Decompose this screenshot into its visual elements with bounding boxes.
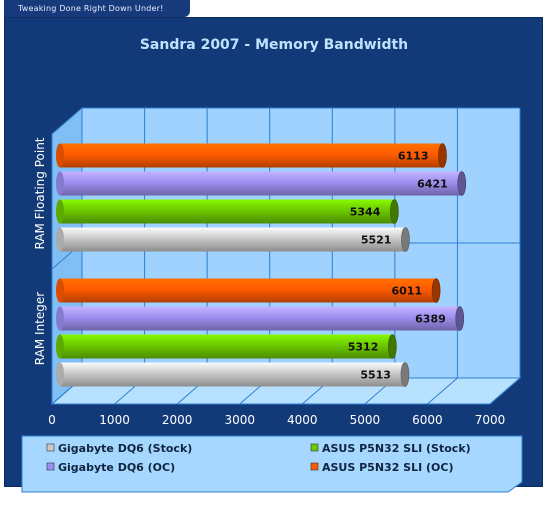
bar <box>60 278 437 303</box>
bar-start-cap <box>56 227 64 252</box>
chart-title: Sandra 2007 - Memory Bandwidth <box>139 37 409 53</box>
bar-end-cap <box>431 278 441 303</box>
x-tick-label: 4000 <box>287 413 318 427</box>
bar-value-label: 6113 <box>398 150 429 163</box>
legend-swatch <box>46 443 55 452</box>
x-tick-label: 5000 <box>350 413 381 427</box>
bars-layer: 6113 6421 5344 5521 6011 6389 5312 5513 <box>56 143 467 387</box>
bar-value-label: 5312 <box>348 341 379 354</box>
bar-value-label: 6421 <box>417 178 448 191</box>
bar <box>60 306 460 331</box>
axes-layer: RAM Floating Point RAM Integer 0 1000 2000 30… <box>33 137 505 427</box>
bar <box>60 171 462 196</box>
x-tick-label: 2000 <box>162 413 193 427</box>
legend-label: ASUS P5N32 SLI (Stock) <box>322 442 471 455</box>
bar <box>60 143 443 168</box>
bar-end-cap <box>388 334 397 359</box>
x-tick-label: 7000 <box>475 413 506 427</box>
bar-value-label: 5521 <box>361 234 392 247</box>
bar-end-cap <box>457 171 467 196</box>
legend-swatch <box>310 462 319 471</box>
bar-end-cap <box>401 227 410 252</box>
bar-end-cap <box>390 199 399 224</box>
bar-value-label: 5344 <box>350 206 381 219</box>
legend-swatch <box>310 443 319 452</box>
gridline-floor <box>489 377 521 405</box>
bar <box>60 334 393 359</box>
bar-start-cap <box>56 334 64 359</box>
bar <box>60 199 395 224</box>
bar-value-label: 5513 <box>360 369 391 382</box>
category-label: RAM Integer <box>33 292 47 365</box>
bar-start-cap <box>56 362 64 387</box>
legend-label: Gigabyte DQ6 (Stock) <box>58 442 192 455</box>
x-tick-label: 1000 <box>99 413 130 427</box>
bar-value-label: 6389 <box>415 313 446 326</box>
legend-box <box>21 435 523 493</box>
bar-start-cap <box>56 278 64 303</box>
x-tick-label: 6000 <box>412 413 443 427</box>
bar-end-cap <box>400 362 410 387</box>
bar-end-cap <box>455 306 465 331</box>
bar-start-cap <box>56 171 64 196</box>
site-banner: Tweaking Done Right Down Under! <box>4 0 190 17</box>
bar-start-cap <box>56 199 64 224</box>
gridline-floor <box>427 377 458 405</box>
legend-label: ASUS P5N32 SLI (OC) <box>322 461 454 474</box>
legend: Gigabyte DQ6 (Stock) ASUS P5N32 SLI (Stoc… <box>21 435 523 493</box>
legend-swatch <box>46 462 55 471</box>
x-tick-label: 0 <box>48 413 56 427</box>
bar-value-label: 6011 <box>391 285 422 298</box>
bar-end-cap <box>438 143 447 168</box>
legend-label: Gigabyte DQ6 (OC) <box>58 461 175 474</box>
category-label: RAM Floating Point <box>33 137 47 249</box>
x-tick-label: 3000 <box>224 413 255 427</box>
bar-start-cap <box>56 306 64 331</box>
bar-start-cap <box>56 143 64 168</box>
bar <box>60 227 406 252</box>
bar <box>60 362 405 387</box>
